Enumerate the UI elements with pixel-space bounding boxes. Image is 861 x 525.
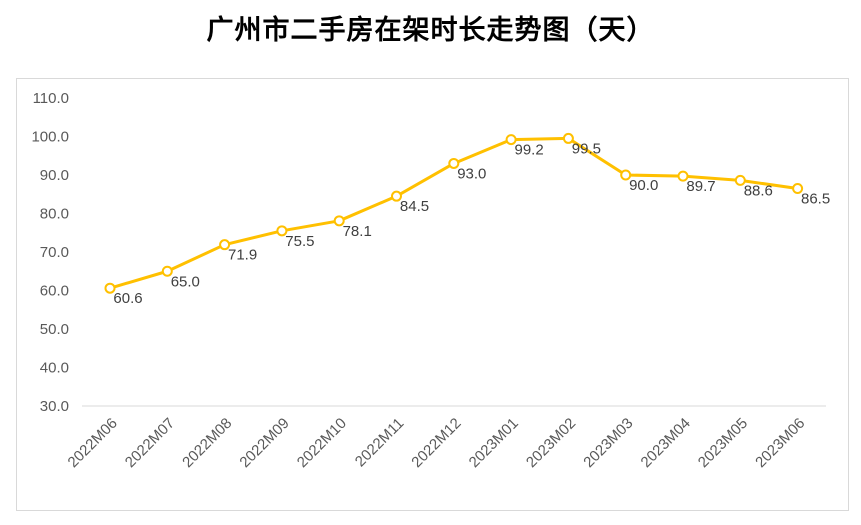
data-label: 88.6 xyxy=(744,182,773,199)
x-tick-label: 2023M06 xyxy=(752,415,808,471)
y-tick-label: 70.0 xyxy=(40,244,69,261)
chart-frame xyxy=(16,78,849,511)
data-point xyxy=(391,190,402,202)
data-label: 84.5 xyxy=(400,198,429,215)
data-label: 86.5 xyxy=(801,190,830,207)
x-tick-label: 2022M07 xyxy=(122,415,178,471)
data-label: 93.0 xyxy=(457,165,486,182)
x-tick-label: 2022M12 xyxy=(408,415,464,471)
data-label: 71.9 xyxy=(228,247,257,264)
x-tick-label: 2023M01 xyxy=(466,415,522,471)
data-label: 99.5 xyxy=(572,140,601,157)
data-point xyxy=(219,239,231,251)
x-tick-label: 2023M04 xyxy=(638,415,694,471)
y-tick-label: 60.0 xyxy=(40,283,69,300)
data-points xyxy=(104,132,804,294)
x-tick-label: 2022M08 xyxy=(179,415,235,471)
data-point xyxy=(677,170,689,182)
y-tick-label: 50.0 xyxy=(40,321,69,338)
data-point xyxy=(276,225,288,237)
chart-title: 广州市二手房在架时长走势图（天） xyxy=(206,15,655,46)
data-point xyxy=(333,215,345,227)
y-tick-label: 40.0 xyxy=(40,360,69,377)
y-tick-label: 100.0 xyxy=(31,129,69,146)
data-label: 75.5 xyxy=(285,233,314,250)
data-point xyxy=(792,182,804,194)
data-point xyxy=(562,132,574,144)
x-tick-label: 2022M09 xyxy=(236,415,292,471)
data-point xyxy=(620,169,632,181)
y-tick-label: 80.0 xyxy=(40,206,69,223)
data-labels: 60.6 65.0 71.9 75.5 78.1 84.5 93.0 99.2 99.5 90.0… xyxy=(113,140,830,307)
data-label: 65.0 xyxy=(171,273,200,290)
data-label: 78.1 xyxy=(343,223,372,240)
data-label: 60.6 xyxy=(113,290,142,307)
y-tick-label: 90.0 xyxy=(40,167,69,184)
x-tick-label: 2023M05 xyxy=(695,415,751,471)
x-axis-ticks: 2022M06 2022M07 2022M08 2022M09 2022M10 2022M… xyxy=(65,415,809,471)
x-tick-label: 2023M03 xyxy=(580,415,636,471)
data-label: 90.0 xyxy=(629,177,658,194)
data-point xyxy=(448,157,460,169)
data-point xyxy=(161,265,173,277)
x-tick-label: 2022M06 xyxy=(65,415,121,471)
x-tick-label: 2022M11 xyxy=(352,415,407,470)
data-label: 89.7 xyxy=(686,178,715,195)
x-tick-label: 2022M10 xyxy=(294,415,350,471)
data-point xyxy=(734,174,746,186)
data-label: 99.2 xyxy=(514,142,543,159)
y-axis-ticks: 30.0 40.0 50.0 60.0 70.0 80.0 90.0 100.0 110.0 xyxy=(31,90,69,415)
data-point xyxy=(505,134,517,146)
data-point xyxy=(104,282,116,294)
y-tick-label: 110.0 xyxy=(33,90,69,107)
y-tick-label: 30.0 xyxy=(40,398,69,415)
x-tick-label: 2023M02 xyxy=(523,415,579,471)
